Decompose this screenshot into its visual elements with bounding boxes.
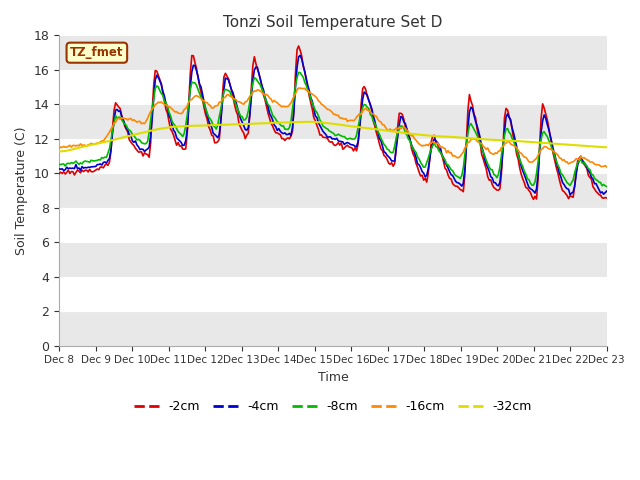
Bar (59, 242, 607, 276)
Bar (59, 36, 607, 70)
Bar (59, 311, 607, 346)
Y-axis label: Soil Temperature (C): Soil Temperature (C) (15, 126, 28, 255)
Bar (59, 70, 607, 104)
Bar (59, 208, 607, 242)
Bar (59, 276, 607, 311)
X-axis label: Time: Time (317, 371, 348, 384)
Bar (59, 104, 607, 139)
Legend: -2cm, -4cm, -8cm, -16cm, -32cm: -2cm, -4cm, -8cm, -16cm, -32cm (129, 396, 537, 418)
Title: Tonzi Soil Temperature Set D: Tonzi Soil Temperature Set D (223, 15, 443, 30)
Bar (59, 173, 607, 208)
Text: TZ_fmet: TZ_fmet (70, 46, 124, 59)
Bar (59, 139, 607, 173)
